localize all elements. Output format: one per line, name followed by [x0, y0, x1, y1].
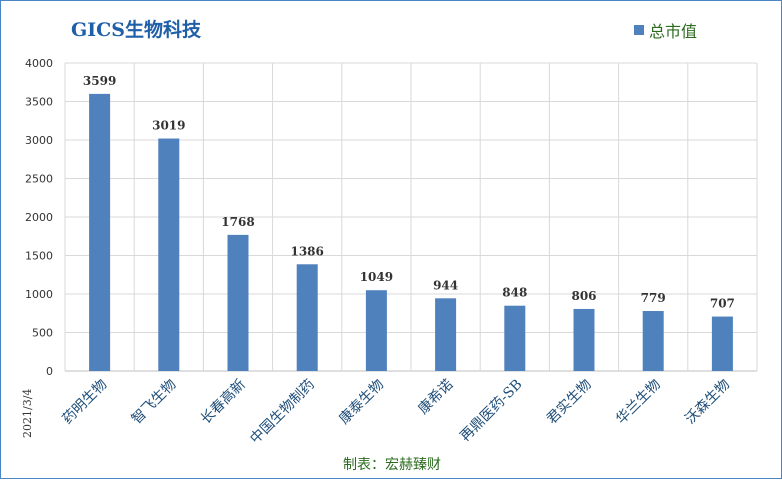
x-tick-label: 君实生物 [544, 377, 595, 428]
legend-swatch [634, 25, 644, 35]
legend-label: 总市值 [649, 22, 698, 41]
y-tick-label: 1500 [25, 250, 53, 263]
data-label: 3019 [152, 119, 185, 133]
x-tick-label: 沃森生物 [682, 377, 733, 428]
data-label: 944 [433, 278, 458, 292]
bar [435, 298, 457, 371]
y-tick-label: 1000 [25, 288, 53, 301]
x-tick-label: 智飞生物 [129, 377, 180, 428]
data-label: 1386 [290, 244, 323, 258]
bar [504, 305, 526, 371]
y-axis-ticks: 0 500 1000 1500 2000 2500 3000 3500 4000 [25, 57, 53, 378]
legend: 总市值 [634, 18, 697, 42]
bar [296, 264, 318, 371]
bar [365, 290, 387, 371]
y-tick-label: 500 [32, 327, 53, 340]
x-tick-label: 长春高新 [197, 376, 249, 428]
data-label: 707 [710, 297, 735, 311]
data-label: 806 [571, 289, 596, 303]
y-tick-label: 0 [46, 365, 53, 378]
y-tick-label: 2000 [25, 211, 53, 224]
bar [573, 308, 595, 371]
x-tick-label: 华兰生物 [613, 377, 664, 428]
chart-title: GICS生物科技 [71, 19, 201, 41]
data-label: 1768 [221, 215, 254, 229]
x-tick-label: 药明生物 [60, 377, 111, 428]
x-tick-label: 康希诺 [415, 376, 457, 418]
bars [89, 93, 733, 371]
data-label: 1049 [360, 270, 393, 284]
data-label: 848 [502, 286, 527, 300]
bar [711, 316, 733, 371]
date-stamp: 2021/3/4 [21, 388, 34, 438]
y-tick-label: 3500 [25, 96, 53, 109]
x-tick-label: 再鼎医药-SB [457, 377, 525, 445]
bar [642, 311, 664, 371]
y-tick-label: 3000 [25, 134, 53, 147]
data-label: 779 [641, 291, 666, 305]
y-tick-label: 2500 [25, 173, 53, 186]
gridlines [64, 62, 758, 372]
bar [227, 234, 249, 371]
credit-text: 制表：宏赫臻财 [343, 457, 441, 473]
bar [89, 93, 111, 371]
x-tick-label: 康泰生物 [336, 376, 388, 428]
bar [158, 138, 180, 371]
data-labels: 3599 3019 1768 1386 1049 944 848 806 779 707 [83, 74, 735, 311]
y-tick-label: 4000 [25, 57, 53, 70]
data-label: 3599 [83, 74, 116, 88]
x-tick-label: 中国生物制药 [247, 377, 318, 448]
